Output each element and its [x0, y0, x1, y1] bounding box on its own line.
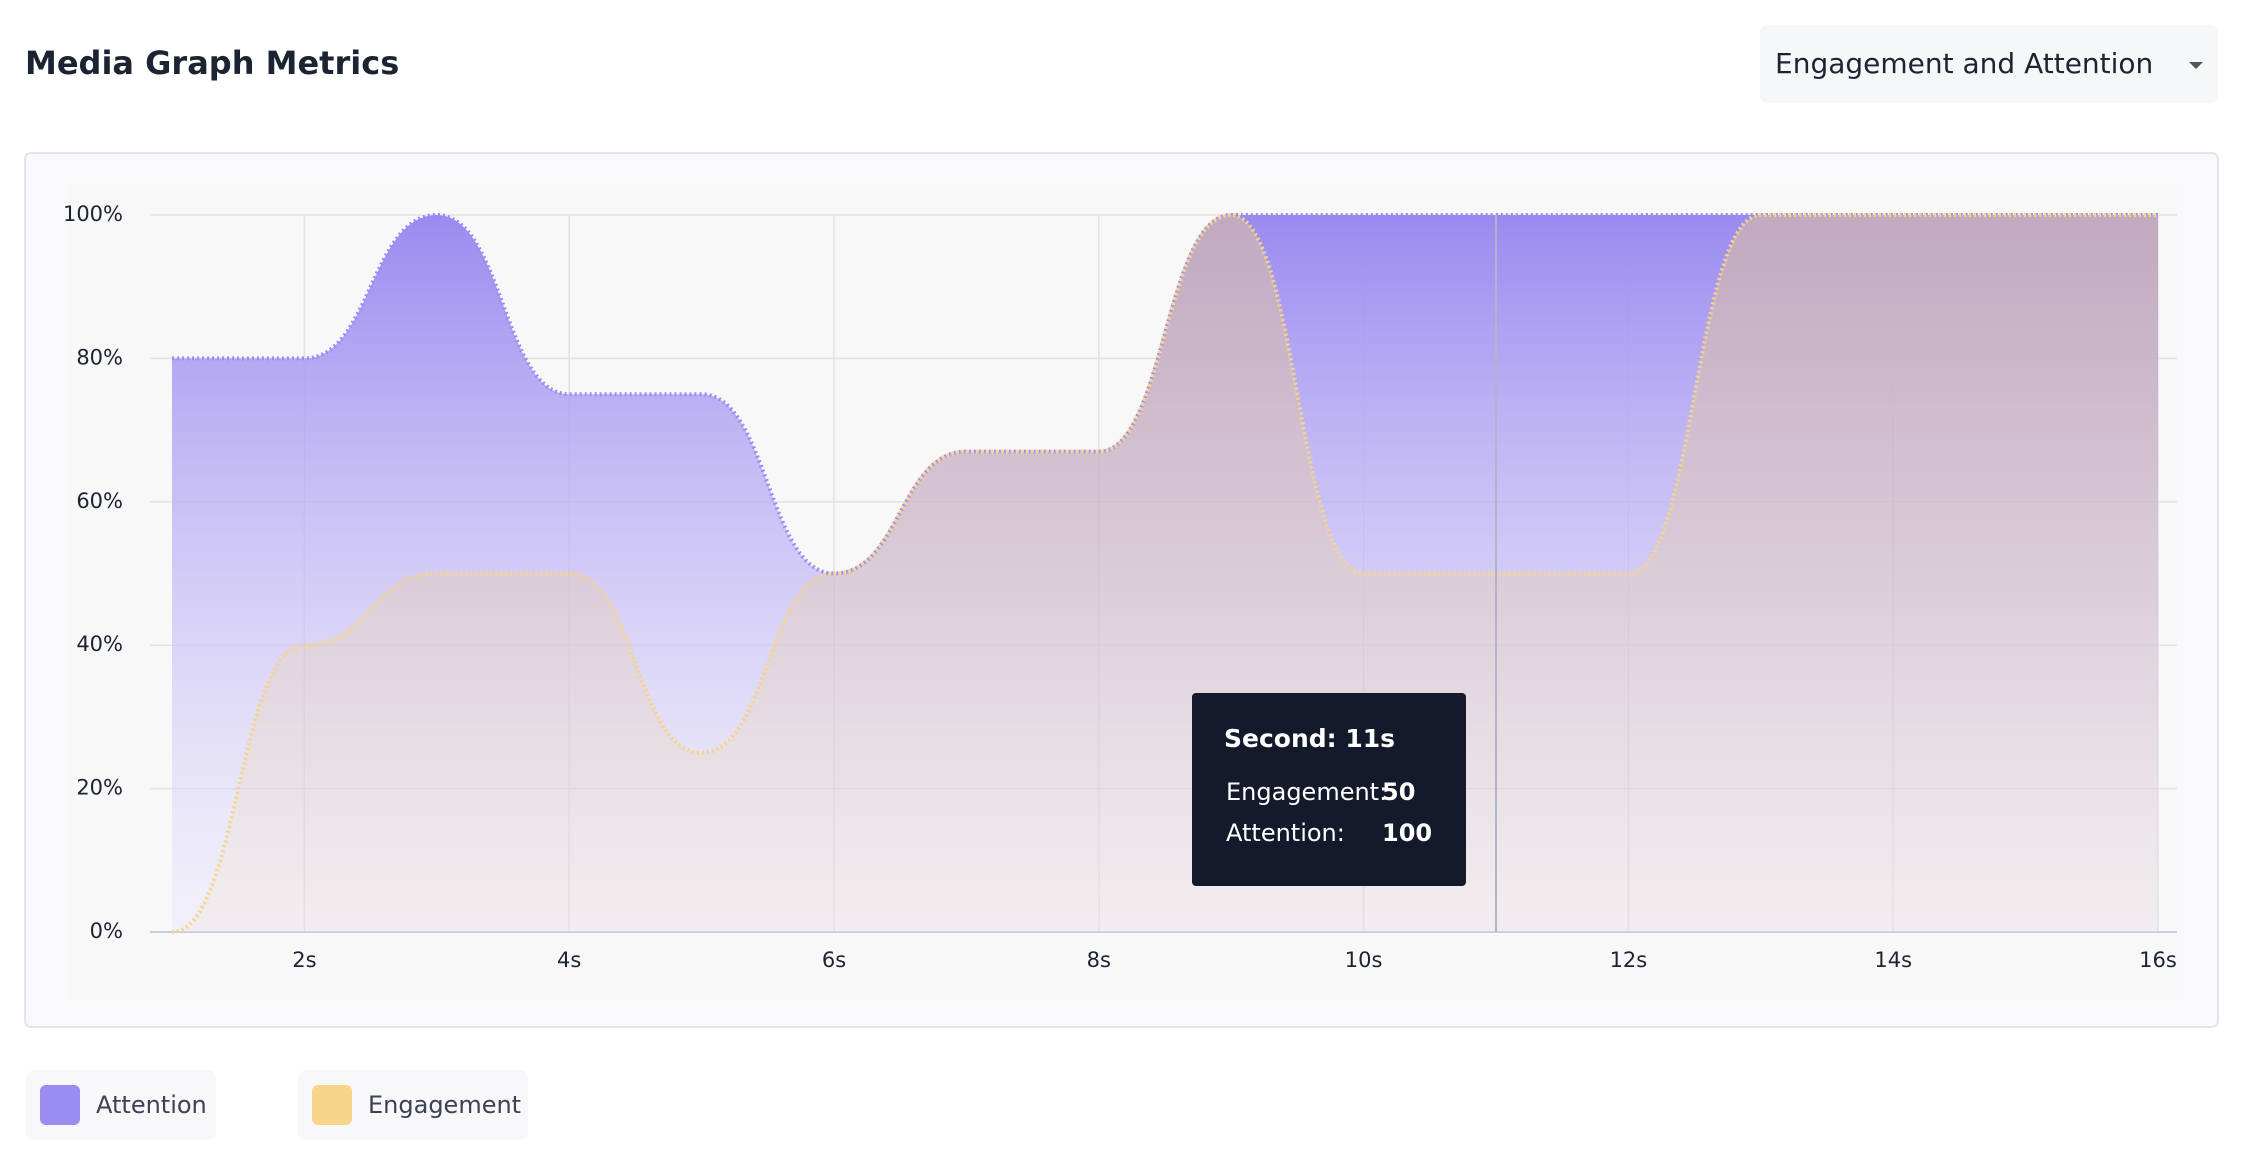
tooltip-label: Attention:: [1226, 819, 1345, 847]
dropdown-box[interactable]: [1760, 25, 2218, 103]
metric-dropdown[interactable]: Engagement and Attention: [1760, 25, 2218, 103]
legend-pill: [298, 1070, 528, 1140]
page-title: Media Graph Metrics: [25, 44, 399, 82]
x-tick-label: 2s: [292, 948, 316, 972]
y-tick-label: 20%: [76, 776, 123, 800]
line: [171, 212, 2158, 934]
x-tick-label: 12s: [1610, 948, 1648, 972]
legend-item: Attention: [26, 1070, 216, 1140]
legend-swatch: [312, 1085, 352, 1125]
x-tick-label: 8s: [1087, 948, 1111, 972]
legend-item: Engagement: [298, 1070, 528, 1140]
tooltip-value: 100: [1382, 819, 1432, 847]
area: [172, 215, 2158, 932]
y-tick-label: 80%: [76, 345, 123, 369]
y-tick-label: 0%: [90, 919, 123, 943]
legend-label: Attention: [96, 1091, 207, 1119]
dropdown-caret[interactable]: [2189, 62, 2203, 69]
x-tick-label: 16s: [2139, 948, 2177, 972]
x-tick-label: 14s: [1874, 948, 1912, 972]
y-tick-label: 100%: [63, 202, 123, 226]
tooltip-box: [1192, 693, 1466, 886]
x-tick-label: 4s: [557, 948, 581, 972]
tooltip-value: 50: [1382, 778, 1415, 806]
tooltip-label: Engagement:: [1226, 778, 1387, 806]
y-tick-label: 60%: [76, 489, 123, 513]
legend-swatch: [40, 1085, 80, 1125]
y-tick-label: 40%: [76, 632, 123, 656]
legend-label: Engagement: [368, 1091, 521, 1119]
x-tick-label: 10s: [1345, 948, 1383, 972]
tooltip: Second: 11s Engagement:50 Attention: 100: [1192, 693, 1466, 886]
x-tick-label: 6s: [822, 948, 846, 972]
dropdown-label[interactable]: Engagement and Attention: [1775, 47, 2153, 80]
tooltip-title: Second: 11s: [1224, 724, 1395, 753]
